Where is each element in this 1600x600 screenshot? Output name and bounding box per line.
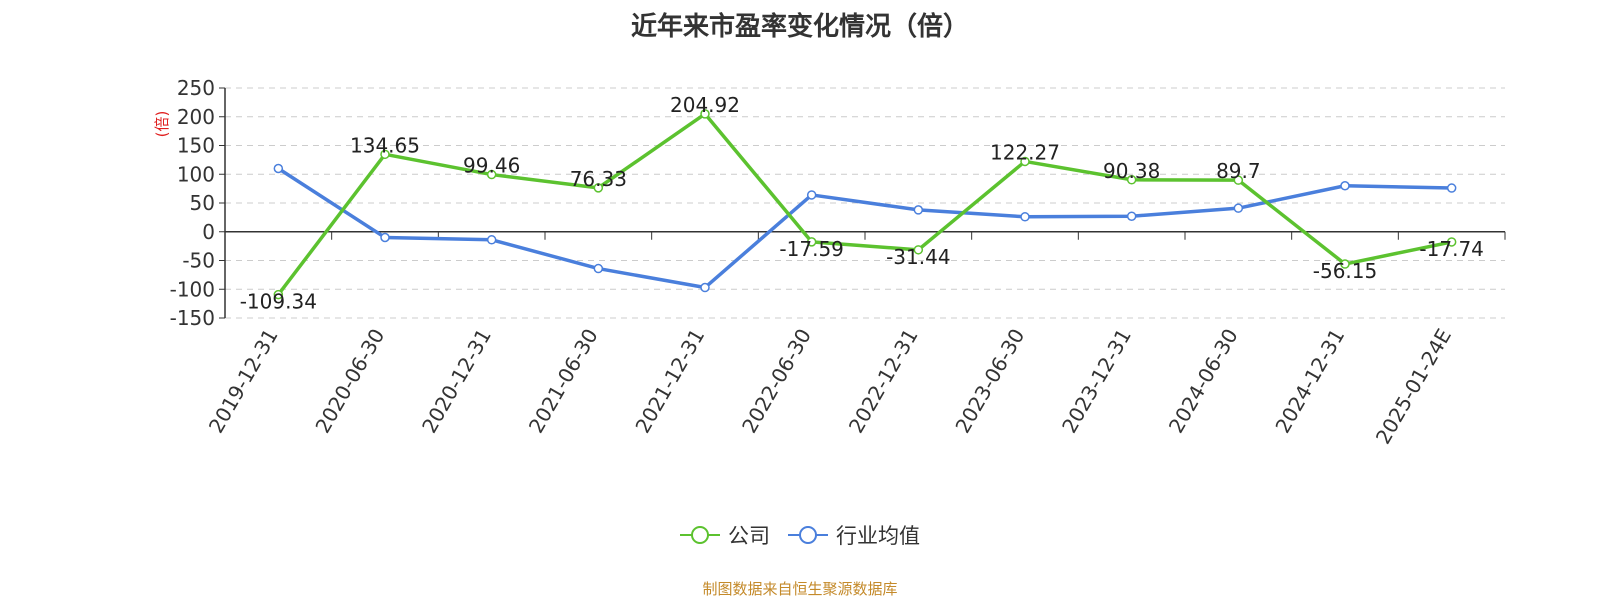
x-tick-label: 2024-12-31 [1270, 325, 1349, 438]
series-line-industry [277, 167, 1452, 290]
data-labels: -109.34 134.65 99.46 76.33 204.92 -17.59 -31.4… [240, 93, 1484, 314]
data-label: 90.38 [1103, 159, 1160, 183]
source-note: 制图数据来自恒生聚源数据库 [702, 580, 898, 598]
data-point-industry [1126, 211, 1137, 221]
legend-industry-icon [788, 526, 828, 544]
legend-item-industry[interactable]: 行业均值 [788, 520, 920, 550]
x-tick-label: 2023-12-31 [1057, 325, 1136, 438]
data-label: -31.44 [886, 245, 950, 269]
data-point-industry [913, 205, 924, 215]
x-tick-label: 2023-06-30 [950, 325, 1029, 438]
x-tick-label: 2019-12-31 [204, 325, 283, 438]
x-tick-label: 2022-12-31 [844, 325, 923, 438]
y-tick-label: 50 [190, 191, 215, 215]
data-point-industry [273, 163, 284, 174]
data-point-industry [806, 190, 817, 200]
data-label: 122.27 [990, 140, 1060, 164]
data-point-company [1446, 237, 1457, 247]
y-tick-label: 250 [177, 76, 215, 100]
data-point-industry [700, 282, 710, 293]
data-point-company [593, 183, 604, 193]
y-tick-label: 0 [202, 220, 215, 244]
legend-company-label: 公司 [728, 524, 770, 548]
y-tick-label: 200 [177, 105, 215, 129]
y-tick-label: 150 [177, 134, 215, 158]
y-tick-label: -100 [170, 277, 215, 301]
legend-industry-label: 行业均值 [836, 524, 920, 548]
legend-item-company[interactable]: 公司 [680, 520, 770, 550]
data-point-industry [1020, 212, 1030, 222]
data-point-industry [380, 232, 390, 243]
data-label: -56.15 [1313, 259, 1377, 283]
data-label: 204.92 [670, 93, 740, 117]
data-label: 134.65 [350, 133, 420, 157]
x-tick-label: 2020-06-30 [310, 325, 389, 438]
axes: 250 200 150 100 50 0 -50 -100 -150 (倍) 2019-12-31 2… [153, 76, 1506, 449]
data-label: 99.46 [463, 154, 520, 178]
data-point-company [806, 237, 817, 247]
data-point-company [486, 169, 497, 180]
data-point-industry [1233, 203, 1244, 213]
data-label: -109.34 [240, 290, 317, 314]
y-axis-label: (倍) [153, 111, 171, 138]
legend: 公司 行业均值 [0, 520, 1600, 550]
data-label: 76.33 [570, 167, 627, 191]
x-tick-label: 2022-06-30 [737, 325, 816, 438]
x-tick-label: 2024-06-30 [1164, 325, 1243, 438]
y-tick-label: -150 [170, 306, 215, 330]
data-point-industry [1446, 183, 1457, 193]
series-group [273, 109, 1457, 300]
chart-title: 近年来市盈率变化情况（倍） [630, 12, 969, 42]
data-point-industry [593, 263, 604, 274]
data-point-company [1126, 175, 1137, 185]
data-point-company [273, 289, 284, 300]
data-label: -17.59 [779, 237, 843, 261]
data-point-company [700, 109, 710, 119]
y-tick-label: -50 [182, 249, 215, 273]
data-label: 89.7 [1216, 159, 1261, 183]
y-tick-label: 100 [177, 162, 215, 186]
series-line-company [276, 112, 1453, 296]
data-label: -17.74 [1419, 237, 1483, 261]
x-tick-label: 2020-12-31 [417, 325, 496, 438]
data-point-company [1233, 175, 1244, 185]
x-tick-label: 2021-06-30 [524, 325, 603, 438]
legend-company-icon [680, 526, 720, 544]
data-point-company [1340, 259, 1350, 269]
data-point-company [1020, 156, 1030, 167]
data-point-industry [1340, 181, 1350, 191]
x-tick-label: 2021-12-31 [630, 325, 709, 438]
x-tick-label: 2025-01-24E [1371, 325, 1456, 449]
data-point-company [913, 245, 924, 255]
data-point-company [380, 149, 390, 160]
data-point-industry [486, 235, 497, 245]
